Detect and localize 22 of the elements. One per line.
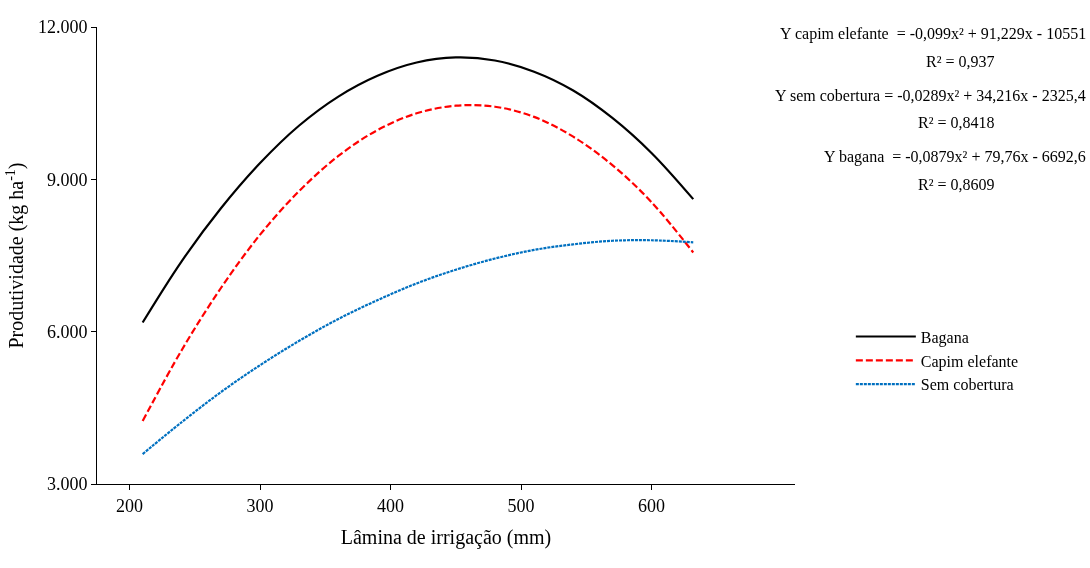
legend-label: Sem cobertura [920,376,1014,394]
y-tick-label: 6.000 [46,321,88,342]
legend-label: Bagana [920,328,969,347]
x-tick-label: 400 [377,495,405,516]
y-tick-label: 3.000 [46,474,88,495]
x-tick-label: 300 [246,495,274,516]
annotation: Y sem cobertura = -0,0289x² + 34,216x - 2325,4 [775,87,1086,104]
text: R² = 0,937 [926,53,995,70]
y-tick-label: 12.000 [37,17,88,38]
line-series [141,103,695,423]
line-series [141,56,695,324]
x-tick-label: 600 [637,495,665,516]
text: R² = 0,8609 [918,176,995,193]
x-tick-label: 500 [507,495,535,516]
line-series [141,239,695,456]
y-tick-label: 9.000 [46,169,88,190]
legend-label: Capim elefante [920,352,1019,371]
x-tick-label: 200 [116,495,144,516]
text: R² = 0,8418 [918,114,995,131]
annotation: Y capim elefante = -0,099x² + 91,229x - 10551 [780,25,1087,43]
text: Y bagana = -0,0879x² + 79,76x - 6692,6 [824,148,1086,166]
x-axis-title: Lâmina de irrigação (mm) [340,526,552,550]
